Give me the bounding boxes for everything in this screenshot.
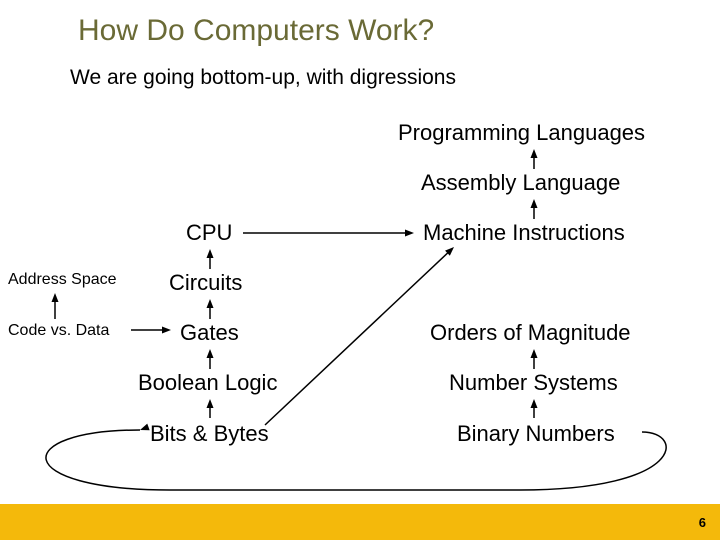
node-assembly-language: Assembly Language (421, 170, 620, 196)
slide-title: How Do Computers Work? (78, 14, 434, 48)
node-cpu: CPU (186, 220, 232, 246)
node-boolean-logic: Boolean Logic (138, 370, 277, 396)
node-circuits: Circuits (169, 270, 242, 296)
node-programming-languages: Programming Languages (398, 120, 645, 146)
slide-subtitle: We are going bottom-up, with digressions (70, 66, 456, 90)
node-gates: Gates (180, 320, 239, 346)
node-address-space: Address Space (8, 271, 117, 289)
node-orders-of-magnitude: Orders of Magnitude (430, 320, 631, 346)
node-bits-bytes: Bits & Bytes (150, 421, 269, 447)
footer-bar (0, 504, 720, 540)
page-number: 6 (699, 515, 706, 530)
node-code-vs-data: Code vs. Data (8, 322, 109, 340)
node-number-systems: Number Systems (449, 370, 618, 396)
node-machine-instructions: Machine Instructions (423, 220, 625, 246)
node-binary-numbers: Binary Numbers (457, 421, 615, 447)
